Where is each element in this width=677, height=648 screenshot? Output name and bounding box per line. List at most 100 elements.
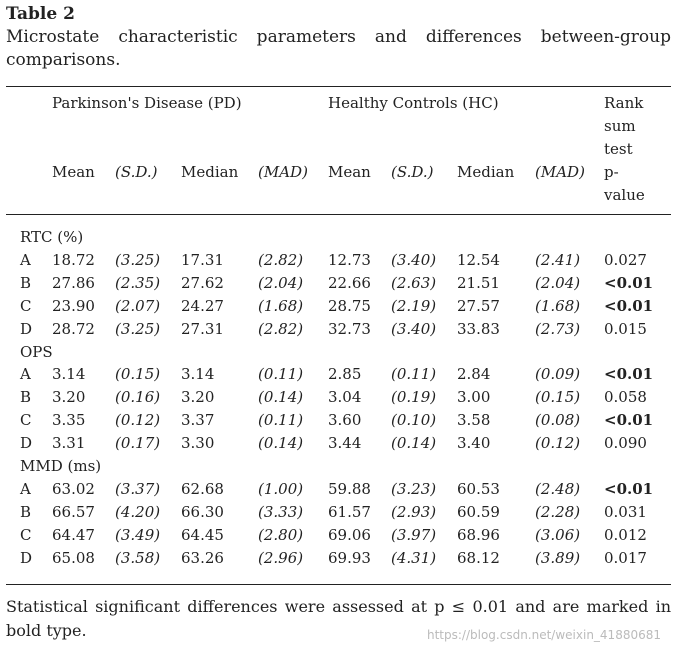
cell-pd-median: 27.62 [181, 273, 224, 292]
cell-pd-median: 3.20 [181, 388, 215, 407]
cell-hc-sd: (4.31) [391, 548, 437, 567]
pvalue-header-4: p- [604, 163, 619, 181]
cell-p-value: <0.01 [604, 479, 654, 498]
cell-hc-sd: (3.97) [391, 525, 437, 544]
cell-pd-median: 3.37 [181, 411, 215, 430]
col-hc-sd: (S.D.) [391, 163, 434, 181]
cell-hc-median: 27.57 [457, 296, 500, 315]
cell-pd-mean: 27.86 [52, 273, 95, 292]
cell-hc-mean: 3.04 [328, 388, 362, 407]
cell-p-value: <0.01 [604, 365, 654, 384]
section-label: OPS [20, 342, 53, 361]
cell-hc-mean: 32.73 [328, 319, 371, 338]
cell-pd-median: 64.45 [181, 525, 224, 544]
col-pd-median: Median [181, 163, 239, 181]
cell-hc-sd: (2.63) [391, 273, 437, 292]
cell-hc-mad: (2.04) [535, 273, 581, 292]
col-pd-mean: Mean [52, 163, 95, 181]
cell-pd-mean: 3.14 [52, 365, 86, 384]
cell-p-value: <0.01 [604, 273, 654, 292]
cell-pd-mad: (2.96) [258, 548, 304, 567]
cell-hc-mad: (2.41) [535, 250, 581, 269]
cell-p-value: 0.031 [604, 502, 647, 521]
cell-pd-mad: (1.68) [258, 296, 304, 315]
cell-hc-sd: (3.40) [391, 319, 437, 338]
cell-p-value: 0.058 [604, 388, 647, 407]
cell-pd-mean: 64.47 [52, 525, 95, 544]
cell-pd-median: 24.27 [181, 296, 224, 315]
section-label: RTC (%) [20, 228, 84, 246]
cell-hc-median: 12.54 [457, 250, 500, 269]
cell-hc-mad: (0.09) [535, 365, 581, 384]
cell-hc-mean: 3.60 [328, 411, 362, 430]
cell-pd-sd: (3.58) [115, 548, 161, 567]
cell-hc-mad: (2.28) [535, 502, 581, 521]
cell-pd-mad: (0.14) [258, 388, 304, 407]
cell-hc-median: 33.83 [457, 319, 500, 338]
row-state-label: B [20, 273, 32, 292]
cell-hc-median: 68.96 [457, 525, 500, 544]
row-state-label: A [20, 250, 31, 269]
cell-pd-mean: 66.57 [52, 502, 95, 521]
cell-pd-mad: (0.14) [258, 434, 304, 453]
cell-pd-median: 3.30 [181, 434, 215, 453]
cell-pd-sd: (0.15) [115, 365, 161, 384]
cell-hc-mean: 59.88 [328, 479, 371, 498]
cell-pd-mean: 23.90 [52, 296, 95, 315]
cell-pd-mad: (2.04) [258, 273, 304, 292]
cell-pd-sd: (3.25) [115, 319, 161, 338]
cell-hc-sd: (0.10) [391, 411, 437, 430]
cell-hc-median: 68.12 [457, 548, 500, 567]
cell-hc-mad: (2.48) [535, 479, 581, 498]
cell-hc-median: 2.84 [457, 365, 491, 384]
cell-pd-median: 3.14 [181, 365, 215, 384]
cell-hc-sd: (3.23) [391, 479, 437, 498]
cell-pd-median: 66.30 [181, 502, 224, 521]
pvalue-header-2: sum [604, 117, 636, 135]
col-pd-sd: (S.D.) [115, 163, 158, 181]
cell-hc-mean: 69.93 [328, 548, 371, 567]
cell-pd-mean: 3.31 [52, 434, 86, 453]
pvalue-header-5: value [604, 186, 645, 204]
row-state-label: B [20, 388, 32, 407]
group-header-hc: Healthy Controls (HC) [328, 94, 499, 112]
row-state-label: D [20, 548, 33, 567]
cell-pd-sd: (0.16) [115, 388, 161, 407]
header-rule [6, 214, 671, 215]
row-state-label: C [20, 411, 32, 430]
cell-hc-mad: (2.73) [535, 319, 581, 338]
section-label: MMD (ms) [20, 457, 102, 475]
cell-hc-mad: (3.06) [535, 525, 581, 544]
cell-pd-mean: 3.35 [52, 411, 86, 430]
table-title: Table 2 [6, 4, 75, 24]
cell-hc-median: 21.51 [457, 273, 500, 292]
cell-pd-mad: (3.33) [258, 502, 304, 521]
row-state-label: C [20, 296, 32, 315]
cell-pd-sd: (3.37) [115, 479, 161, 498]
cell-hc-median: 3.00 [457, 388, 491, 407]
cell-hc-sd: (0.19) [391, 388, 437, 407]
cell-hc-mad: (0.15) [535, 388, 581, 407]
cell-pd-sd: (2.07) [115, 296, 161, 315]
cell-hc-mad: (0.12) [535, 434, 581, 453]
cell-pd-mad: (0.11) [258, 365, 304, 384]
cell-hc-mean: 3.44 [328, 434, 362, 453]
col-pd-mad: (MAD) [258, 163, 308, 181]
col-hc-mean: Mean [328, 163, 371, 181]
cell-pd-median: 27.31 [181, 319, 224, 338]
top-rule [6, 86, 671, 87]
cell-hc-mean: 69.06 [328, 525, 371, 544]
col-hc-median: Median [457, 163, 515, 181]
cell-hc-mad: (0.08) [535, 411, 581, 430]
row-state-label: A [20, 479, 31, 498]
cell-hc-sd: (3.40) [391, 250, 437, 269]
cell-pd-sd: (0.12) [115, 411, 161, 430]
cell-pd-sd: (3.49) [115, 525, 161, 544]
cell-hc-median: 60.53 [457, 479, 500, 498]
cell-hc-mean: 28.75 [328, 296, 371, 315]
cell-hc-mad: (1.68) [535, 296, 581, 315]
cell-p-value: 0.017 [604, 548, 647, 567]
pvalue-header-1: Rank [604, 94, 644, 112]
cell-pd-mean: 28.72 [52, 319, 95, 338]
cell-p-value: <0.01 [604, 411, 654, 430]
